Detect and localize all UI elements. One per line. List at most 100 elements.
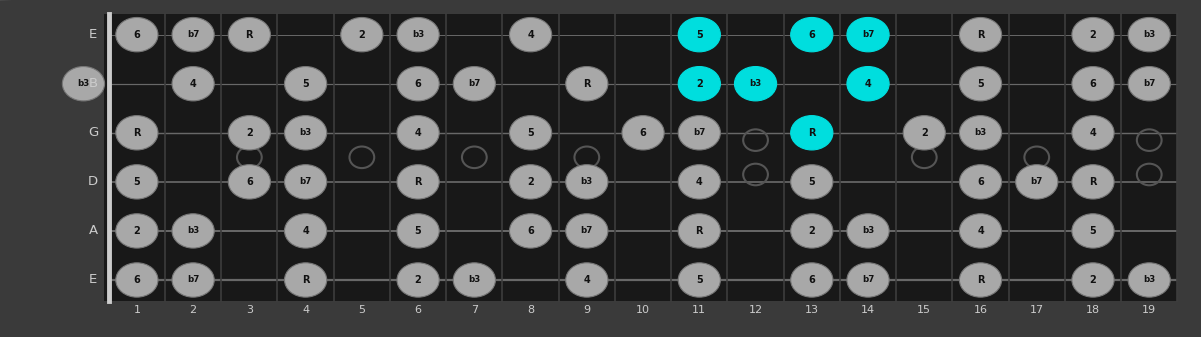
Text: b3: b3: [1143, 275, 1155, 284]
Ellipse shape: [847, 18, 889, 52]
Ellipse shape: [1128, 66, 1170, 101]
Text: R: R: [582, 79, 591, 89]
Ellipse shape: [679, 18, 721, 52]
Ellipse shape: [960, 66, 1002, 101]
Text: 16: 16: [974, 305, 987, 315]
Ellipse shape: [790, 214, 832, 248]
Ellipse shape: [228, 165, 270, 199]
Text: 6: 6: [640, 128, 646, 138]
Ellipse shape: [285, 214, 327, 248]
Text: b3: b3: [1143, 30, 1155, 39]
Text: 5: 5: [414, 226, 422, 236]
Text: 2: 2: [921, 128, 927, 138]
Ellipse shape: [115, 116, 159, 150]
Ellipse shape: [960, 214, 1002, 248]
Text: b7: b7: [862, 275, 874, 284]
Text: 1: 1: [133, 305, 141, 315]
Ellipse shape: [398, 18, 440, 52]
Text: 5: 5: [695, 275, 703, 285]
Ellipse shape: [679, 214, 721, 248]
Text: 6: 6: [808, 30, 815, 40]
Text: b3: b3: [468, 275, 480, 284]
Text: 6: 6: [527, 226, 534, 236]
Text: G: G: [88, 126, 98, 139]
Text: 5: 5: [527, 128, 534, 138]
Text: b3: b3: [862, 226, 874, 236]
Text: R: R: [976, 275, 985, 285]
Ellipse shape: [172, 66, 214, 101]
Ellipse shape: [679, 165, 721, 199]
Text: 2: 2: [414, 275, 422, 285]
Text: 6: 6: [414, 79, 422, 89]
Ellipse shape: [1072, 263, 1115, 297]
Text: 7: 7: [471, 305, 478, 315]
Text: 6: 6: [1089, 79, 1097, 89]
Ellipse shape: [285, 66, 327, 101]
Ellipse shape: [960, 263, 1002, 297]
Text: R: R: [414, 177, 422, 187]
Ellipse shape: [1072, 165, 1115, 199]
Text: b7: b7: [1030, 177, 1042, 186]
Text: 5: 5: [808, 177, 815, 187]
Text: 11: 11: [692, 305, 706, 315]
Text: 13: 13: [805, 305, 819, 315]
Ellipse shape: [509, 214, 551, 248]
Text: 4: 4: [865, 79, 872, 89]
Ellipse shape: [847, 263, 889, 297]
Text: b3: b3: [974, 128, 987, 137]
Ellipse shape: [847, 66, 889, 101]
Text: 2: 2: [246, 128, 252, 138]
Text: 2: 2: [527, 177, 534, 187]
Ellipse shape: [735, 66, 777, 101]
Text: 3: 3: [246, 305, 253, 315]
Text: b3: b3: [412, 30, 424, 39]
Text: 4: 4: [1089, 128, 1097, 138]
Ellipse shape: [398, 165, 440, 199]
Text: 6: 6: [133, 275, 141, 285]
Ellipse shape: [285, 165, 327, 199]
Text: B: B: [89, 77, 97, 90]
Text: 6: 6: [246, 177, 252, 187]
Text: R: R: [301, 275, 310, 285]
Ellipse shape: [228, 116, 270, 150]
Ellipse shape: [509, 116, 551, 150]
Ellipse shape: [566, 214, 608, 248]
Ellipse shape: [566, 66, 608, 101]
Text: 9: 9: [584, 305, 591, 315]
Ellipse shape: [790, 116, 832, 150]
Text: 5: 5: [1089, 226, 1097, 236]
Ellipse shape: [903, 116, 945, 150]
Ellipse shape: [960, 18, 1002, 52]
Ellipse shape: [1072, 116, 1115, 150]
Text: E: E: [89, 28, 97, 41]
Text: b7: b7: [468, 79, 480, 88]
Text: 10: 10: [637, 305, 650, 315]
Text: 4: 4: [527, 30, 534, 40]
Text: 5: 5: [695, 30, 703, 40]
Ellipse shape: [679, 263, 721, 297]
Ellipse shape: [115, 263, 159, 297]
Text: 5: 5: [133, 177, 141, 187]
Ellipse shape: [622, 116, 664, 150]
Ellipse shape: [341, 18, 383, 52]
Ellipse shape: [1072, 18, 1115, 52]
Ellipse shape: [960, 116, 1002, 150]
Text: 4: 4: [695, 177, 703, 187]
Text: 6: 6: [133, 30, 141, 40]
Text: R: R: [976, 30, 985, 40]
Text: 15: 15: [918, 305, 931, 315]
Ellipse shape: [115, 18, 159, 52]
Ellipse shape: [1128, 18, 1170, 52]
Text: R: R: [695, 226, 703, 236]
Text: R: R: [246, 30, 253, 40]
Text: 6: 6: [808, 275, 815, 285]
Text: 2: 2: [808, 226, 815, 236]
Ellipse shape: [115, 214, 159, 248]
Ellipse shape: [172, 263, 214, 297]
Text: D: D: [88, 175, 98, 188]
Ellipse shape: [398, 116, 440, 150]
Ellipse shape: [62, 66, 104, 101]
Text: b7: b7: [1143, 79, 1155, 88]
Text: 4: 4: [414, 128, 422, 138]
Ellipse shape: [509, 18, 551, 52]
